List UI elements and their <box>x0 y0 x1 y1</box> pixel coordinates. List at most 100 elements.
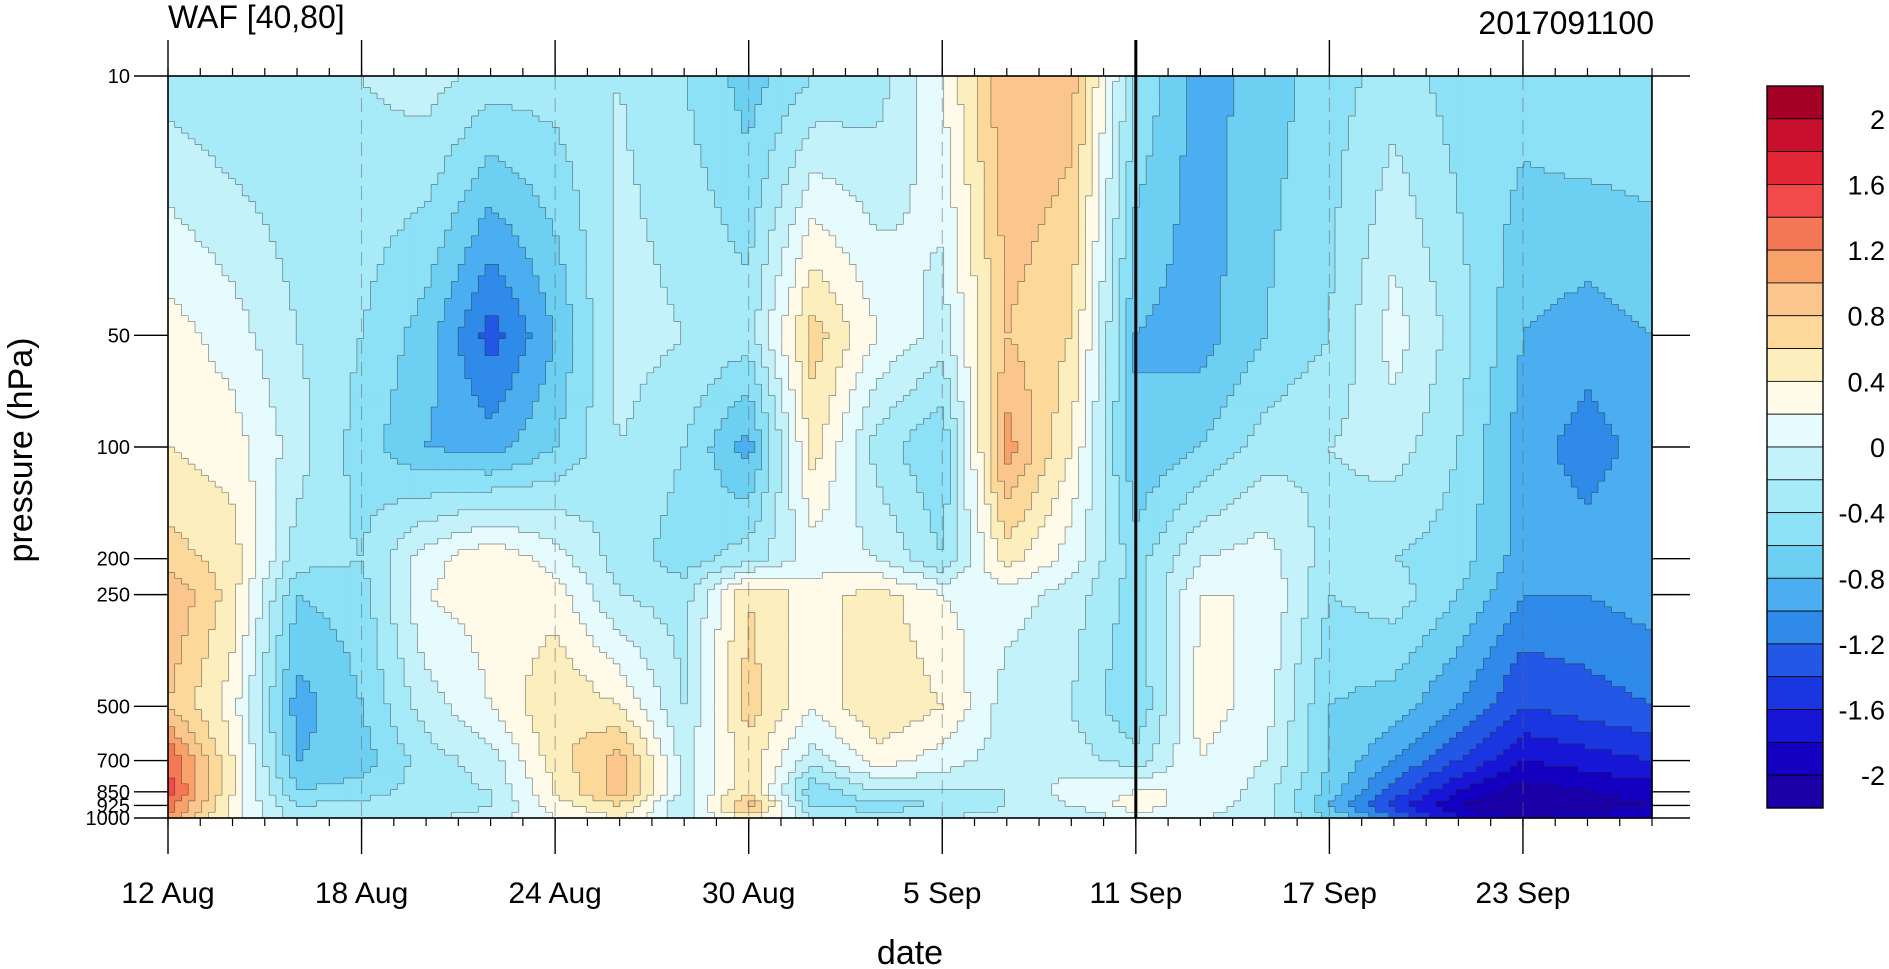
heatmap-cell <box>1490 93 1497 99</box>
heatmap-cell <box>1112 184 1119 190</box>
heatmap-cell <box>829 184 836 190</box>
heatmap-cell <box>687 179 694 185</box>
heatmap-cell <box>559 150 566 156</box>
heatmap-cell <box>647 167 654 173</box>
heatmap-cell <box>269 93 276 99</box>
heatmap-cell <box>1409 82 1416 88</box>
heatmap-cell <box>499 196 506 202</box>
heatmap-cell <box>1220 162 1227 168</box>
heatmap-cell <box>364 87 371 93</box>
heatmap-cell <box>323 196 330 202</box>
heatmap-cell <box>316 167 323 173</box>
heatmap-cell <box>1139 139 1146 145</box>
heatmap-cell <box>1355 156 1362 162</box>
heatmap-cell <box>222 105 229 111</box>
heatmap-cell <box>1220 144 1227 150</box>
heatmap-cell <box>1173 139 1180 145</box>
heatmap-cell <box>1402 93 1409 99</box>
heatmap-cell <box>897 173 904 179</box>
heatmap-cell <box>1139 105 1146 111</box>
heatmap-cell <box>1416 122 1423 128</box>
heatmap-cell <box>377 99 384 105</box>
heatmap-cell <box>370 150 377 156</box>
heatmap-cell <box>276 196 283 202</box>
heatmap-cell <box>654 173 661 179</box>
heatmap-cell <box>775 179 782 185</box>
heatmap-cell <box>944 93 951 99</box>
heatmap-cell <box>1618 184 1625 190</box>
heatmap-cell <box>1187 173 1194 179</box>
heatmap-cell <box>816 116 823 122</box>
heatmap-cell <box>782 173 789 179</box>
heatmap-cell <box>1180 139 1187 145</box>
heatmap-cell <box>181 190 188 196</box>
heatmap-cell <box>613 122 620 128</box>
heatmap-cell <box>876 105 883 111</box>
heatmap-cell <box>1187 150 1194 156</box>
heatmap-cell <box>1429 190 1436 196</box>
heatmap-cell <box>782 167 789 173</box>
heatmap-cell <box>1450 190 1457 196</box>
heatmap-cell <box>984 99 991 105</box>
heatmap-cell <box>627 105 634 111</box>
heatmap-cell <box>364 150 371 156</box>
heatmap-cell <box>256 127 263 133</box>
heatmap-cell <box>876 133 883 139</box>
heatmap-cell <box>1247 76 1254 82</box>
heatmap-cell <box>971 173 978 179</box>
heatmap-cell <box>458 105 465 111</box>
heatmap-cell <box>519 76 526 82</box>
heatmap-cell <box>1477 82 1484 88</box>
heatmap-cell <box>1052 122 1059 128</box>
heatmap-cell <box>532 122 539 128</box>
heatmap-cell <box>283 144 290 150</box>
heatmap-cell <box>1585 162 1592 168</box>
heatmap-cell <box>350 82 357 88</box>
heatmap-cell <box>728 167 735 173</box>
heatmap-cell <box>1106 76 1113 82</box>
heatmap-cell <box>276 87 283 93</box>
heatmap-cell <box>175 167 182 173</box>
heatmap-cell <box>552 139 559 145</box>
heatmap-cell <box>660 127 667 133</box>
heatmap-cell <box>1187 105 1194 111</box>
heatmap-cell <box>276 139 283 145</box>
heatmap-cell <box>714 139 721 145</box>
heatmap-cell <box>816 150 823 156</box>
heatmap-cell <box>1375 144 1382 150</box>
heatmap-cell <box>195 150 202 156</box>
heatmap-cell <box>971 162 978 168</box>
heatmap-cell <box>552 179 559 185</box>
heatmap-cell <box>384 116 391 122</box>
heatmap-cell <box>1052 93 1059 99</box>
heatmap-cell <box>856 122 863 128</box>
heatmap-cell <box>1335 127 1342 133</box>
heatmap-cell <box>377 179 384 185</box>
heatmap-cell <box>937 156 944 162</box>
heatmap-cell <box>499 110 506 116</box>
heatmap-cell <box>600 116 607 122</box>
heatmap-cell <box>1618 190 1625 196</box>
heatmap-cell <box>910 173 917 179</box>
heatmap-cell <box>1220 150 1227 156</box>
heatmap-cell <box>613 105 620 111</box>
heatmap-cell <box>1450 139 1457 145</box>
heatmap-cell <box>667 173 674 179</box>
heatmap-cell <box>1220 105 1227 111</box>
heatmap-cell <box>681 87 688 93</box>
heatmap-cell <box>1294 150 1301 156</box>
heatmap-cell <box>829 99 836 105</box>
heatmap-cell <box>1477 150 1484 156</box>
heatmap-cell <box>1072 105 1079 111</box>
heatmap-cell <box>546 173 553 179</box>
heatmap-cell <box>1618 110 1625 116</box>
heatmap-cell <box>897 99 904 105</box>
heatmap-cell <box>1625 99 1632 105</box>
heatmap-cell <box>991 116 998 122</box>
heatmap-cell <box>195 190 202 196</box>
heatmap-cell <box>694 122 701 128</box>
heatmap-cell <box>445 190 452 196</box>
heatmap-cell <box>1544 76 1551 82</box>
heatmap-cell <box>249 110 256 116</box>
heatmap-cell <box>822 99 829 105</box>
